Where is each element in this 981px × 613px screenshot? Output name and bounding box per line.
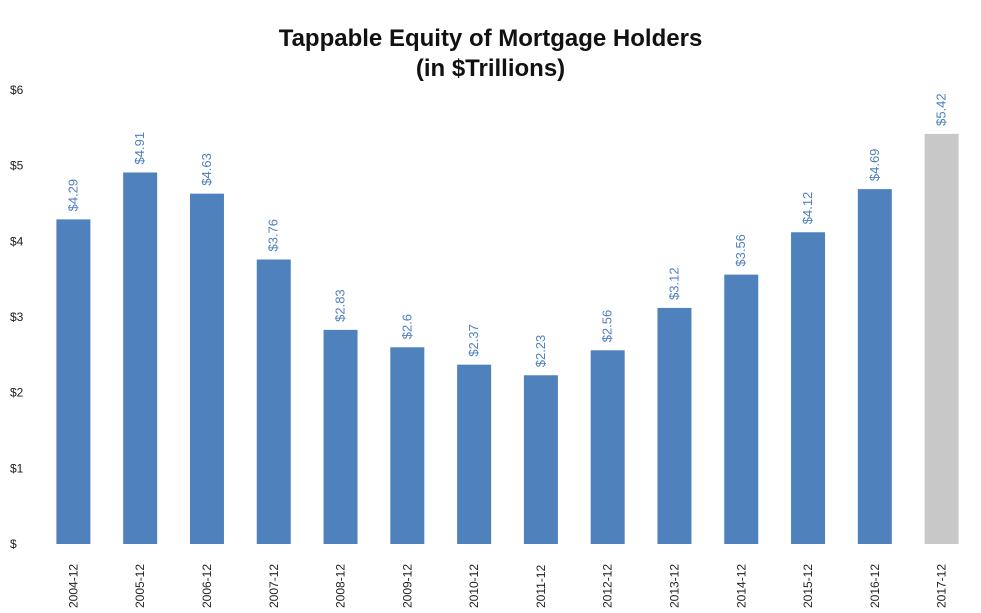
data-label-2009-12: $2.6 <box>399 314 414 339</box>
data-label-2007-12: $3.76 <box>266 219 281 252</box>
chart-subtitle: (in $Trillions) <box>415 55 566 82</box>
data-label-2008-12: $2.83 <box>333 289 348 322</box>
x-tick-label: 2004-12 <box>66 564 80 608</box>
data-label-2017-12: $5.42 <box>934 93 949 126</box>
bar-2016-12 <box>857 189 892 544</box>
x-tick-label: 2007-12 <box>267 564 281 608</box>
x-tick-label: 2006-12 <box>200 564 214 608</box>
data-label-2016-12: $4.69 <box>867 149 882 182</box>
x-tick-label: 2005-12 <box>133 564 147 608</box>
x-tick-label: 2017-12 <box>935 564 949 608</box>
bar-2010-12 <box>457 364 492 544</box>
bar-2005-12 <box>123 172 158 544</box>
data-labels: $4.29 $4.91 $4.63 $3.76 $2.83 $2.6 $2.37 $2.23 $… <box>65 93 948 367</box>
bar-2008-12 <box>323 329 358 544</box>
data-label-2013-12: $3.12 <box>666 267 681 300</box>
bar-2006-12 <box>189 193 224 544</box>
bar-2014-12 <box>724 274 759 544</box>
y-tick-label: $2 <box>10 386 24 400</box>
data-label-2010-12: $2.37 <box>466 324 481 357</box>
bar-2017-12 <box>924 133 959 545</box>
bar-2009-12 <box>390 347 425 544</box>
x-tick-label: 2013-12 <box>667 564 681 608</box>
data-label-2012-12: $2.56 <box>600 310 615 343</box>
bar-2011-12 <box>523 375 558 544</box>
chart-title: Tappable Equity of Mortgage Holders <box>278 25 703 52</box>
data-label-2004-12: $4.29 <box>65 179 80 212</box>
x-tick-label: 2010-12 <box>467 564 481 608</box>
y-axis: $ $1 $2 $3 $4 $5 $6 <box>10 83 24 551</box>
bar-2012-12 <box>590 350 625 544</box>
bar-2007-12 <box>256 259 291 544</box>
y-tick-label: $4 <box>10 234 24 248</box>
x-tick-label: 2014-12 <box>734 564 748 608</box>
x-tick-label: 2011-12 <box>534 565 548 608</box>
data-label-2005-12: $4.91 <box>132 132 147 165</box>
bar-2004-12 <box>56 219 91 544</box>
data-label-2015-12: $4.12 <box>800 192 815 225</box>
y-tick-label: $5 <box>10 159 24 173</box>
y-tick-label: $ <box>10 537 17 551</box>
x-axis: 2004-12 2005-12 2006-12 2007-12 2008-12 2009-… <box>66 564 948 608</box>
x-tick-label: 2015-12 <box>801 564 815 608</box>
x-tick-label: 2012-12 <box>601 564 615 608</box>
x-tick-label: 2008-12 <box>334 564 348 608</box>
y-tick-label: $3 <box>10 310 24 324</box>
bar-2013-12 <box>657 307 692 544</box>
y-tick-label: $6 <box>10 83 24 97</box>
x-tick-label: 2009-12 <box>400 564 414 608</box>
y-tick-label: $1 <box>10 461 24 475</box>
data-label-2011-12: $2.23 <box>533 335 548 368</box>
chart-title-block: Tappable Equity of Mortgage Holders (in … <box>0 24 981 84</box>
bars <box>56 133 959 545</box>
data-label-2014-12: $3.56 <box>733 234 748 267</box>
bar-2015-12 <box>791 232 826 544</box>
x-tick-label: 2016-12 <box>868 564 882 608</box>
data-label-2006-12: $4.63 <box>199 153 214 186</box>
